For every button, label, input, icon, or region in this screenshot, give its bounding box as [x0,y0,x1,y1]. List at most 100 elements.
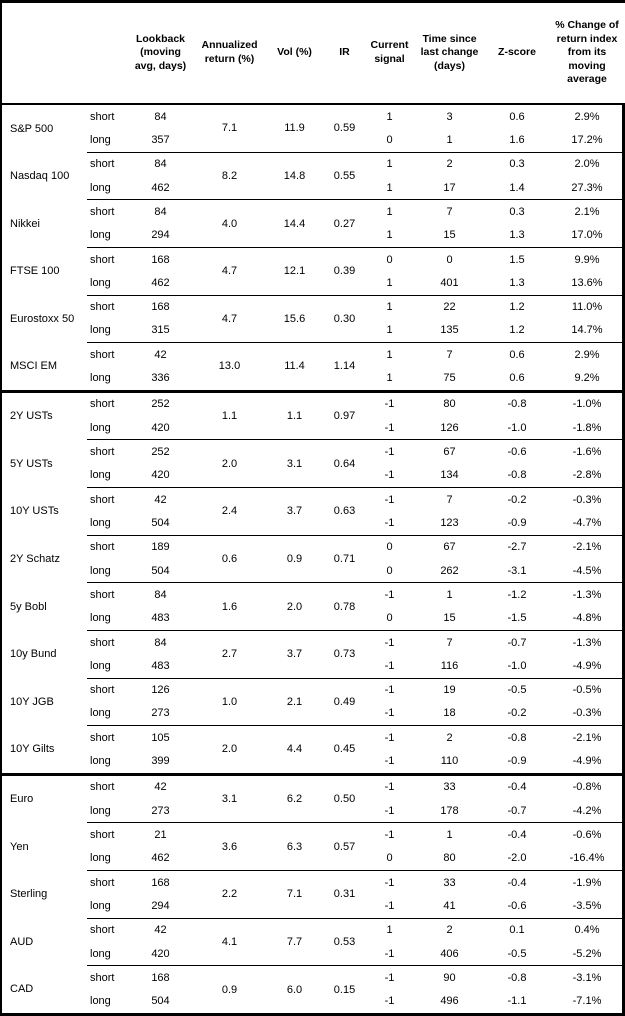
momentum-signals-table: Lookback (moving avg, days) Annualized re… [2,3,625,1013]
instrument-name-cell: Yen [10,840,29,853]
time-since-change-cell: 1 [412,582,487,607]
time-since-change-cell: 33 [412,870,487,895]
vol-cell: 14.8 [267,151,322,200]
table-row: 5y Bobl short 84 1.6 2.0 0.78 -1 1 -1.2 -1.3% [2,582,625,631]
pct-change-cell: 11.0% [547,294,625,319]
current-signal-cell: 1 [386,229,393,242]
table-row: long 294 1 15 1.3 17.0% [2,224,625,248]
lookback-cell: 420 [151,947,170,960]
time-since-change-cell: 18 [443,707,456,720]
table-row: long 420 -1 134 -0.8 -2.8% [2,464,625,488]
pct-change-cell: -0.6% [547,822,625,847]
table-row: 10Y Gilts short 105 2.0 4.4 0.45 -1 2 -0.8 -2.1% [2,725,625,775]
time-since-change-cell: 7 [412,487,487,512]
header-z-score: Z-score [487,3,547,105]
vol-cell: 11.9 [284,122,305,135]
ir-cell: 1.14 [322,342,367,392]
table-row: long 462 0 80 -2.0 -16.4% [2,847,625,871]
time-since-change-cell: 7 [412,342,487,367]
lookback-cell: 504 [151,516,170,529]
lookback-cell: 315 [151,324,170,337]
lookback-cell: 252 [129,439,192,464]
table-row: long 357 0 1 1.6 17.2% [2,128,625,152]
side-label-cell: short [87,965,129,990]
time-since-change-cell: 41 [443,899,456,912]
z-score-cell: -3.1 [507,564,527,577]
pct-change-cell: -2.1% [547,725,625,750]
current-signal-cell: -1 [384,469,395,482]
instrument-name-cell: 2Y Schatz [10,552,60,565]
side-label-cell: long [90,469,111,482]
table-row: long 483 -1 116 -1.0 -4.9% [2,654,625,678]
z-score-cell: -2.7 [487,534,547,559]
ir-cell: 0.55 [322,151,367,200]
annualized-return-cell: 1.0 [192,677,267,726]
side-label-cell: short [87,246,129,272]
side-label-cell: short [87,629,129,655]
table-row: AUD short 42 4.1 7.7 0.53 1 2 0.1 0.4% [2,917,625,966]
pct-change-cell: 17.0% [571,229,603,242]
lookback-cell: 273 [151,804,170,817]
table-row: long 504 0 262 -3.1 -4.5% [2,559,625,583]
pct-change-cell: -1.9% [547,870,625,895]
current-signal-cell: 1 [367,151,412,176]
z-score-cell: -0.4 [487,822,547,847]
z-score-cell: -1.0 [507,421,527,434]
annualized-return-cell: 8.2 [192,151,267,200]
table-row: long 504 -1 496 -1.1 -7.1% [2,990,625,1013]
instrument-name-cell: AUD [10,935,34,948]
time-since-change-cell: 67 [412,534,487,559]
side-label-cell: long [90,276,111,289]
table-row: FTSE 100 short 168 4.7 12.1 0.39 0 0 1.5 9.9% [2,246,625,295]
vol-cell: 3.7 [267,487,322,536]
table-row: long 483 0 15 -1.5 -4.8% [2,607,625,631]
side-label-cell: long [90,707,111,720]
header-side [87,3,129,105]
lookback-cell: 42 [129,342,192,367]
side-label-cell: short [87,294,129,319]
lookback-cell: 462 [151,276,170,289]
annualized-return-cell: 2.4 [192,487,267,536]
current-signal-cell: -1 [384,804,395,817]
time-since-change-cell: 2 [412,917,487,942]
table-row: 2Y USTs short 252 1.1 1.1 0.97 -1 80 -0.8 -1.0% [2,389,625,440]
time-since-change-cell: 22 [412,294,487,319]
lookback-cell: 273 [151,707,170,720]
pct-change-cell: 2.9% [547,342,625,367]
annualized-return-cell: 3.6 [192,822,267,871]
lookback-cell: 336 [151,372,170,385]
side-label-cell: long [90,229,111,242]
table-row: Nikkei short 84 4.0 14.4 0.27 1 7 0.3 2.1% [2,199,625,248]
pct-change-cell: -0.3% [572,707,602,720]
lookback-cell: 84 [154,110,167,123]
z-score-cell: -1.1 [507,995,527,1008]
instrument-name-cell: Nikkei [10,217,40,230]
side-label-cell: short [87,582,129,607]
time-since-change-cell: 134 [440,469,459,482]
current-signal-cell: 1 [386,324,393,337]
table-row: long 504 -1 123 -0.9 -4.7% [2,511,625,535]
pct-change-cell: 9.2% [574,372,600,385]
current-signal-cell: 0 [367,534,412,559]
annualized-return-cell: 2.2 [192,870,267,919]
vol-cell: 11.4 [267,342,322,392]
lookback-cell: 504 [151,995,170,1008]
header-pct-change: % Change of return index from its moving… [547,3,625,105]
time-since-change-cell: 126 [440,421,459,434]
lookback-cell: 462 [151,181,170,194]
vol-cell: 4.4 [267,725,322,775]
ir-cell: 0.64 [322,439,367,488]
pct-change-cell: -0.5% [547,677,625,702]
time-since-change-cell: 2 [412,151,487,176]
current-signal-cell: -1 [384,659,395,672]
table-row: long 420 -1 406 -0.5 -5.2% [2,942,625,966]
annualized-return-cell: 2.7 [192,629,267,678]
current-signal-cell: -1 [367,677,412,702]
pct-change-cell: 0.4% [547,917,625,942]
lookback-cell: 462 [151,852,170,865]
side-label-cell: long [90,181,111,194]
table-row: 2Y Schatz short 189 0.6 0.9 0.71 0 67 -2.7 -2.1% [2,534,625,583]
side-label-cell: short [87,199,129,224]
table-row: Nasdaq 100 short 84 8.2 14.8 0.55 1 2 0.3 2.0% [2,151,625,200]
lookback-cell: 84 [129,629,192,655]
